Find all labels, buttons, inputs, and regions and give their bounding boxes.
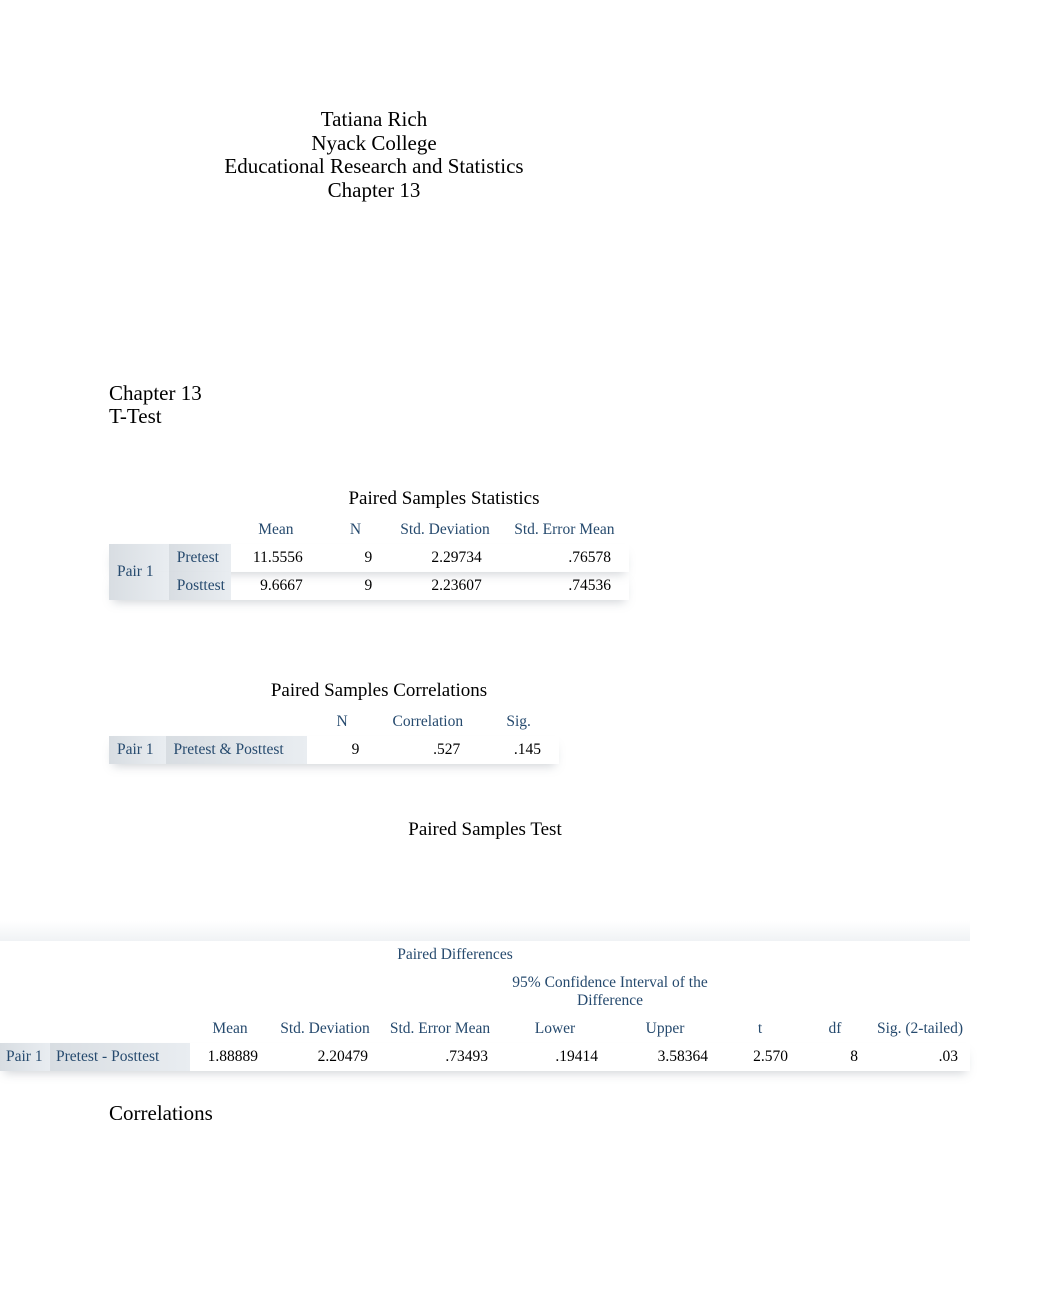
- col-header-sig2t: Sig. (2-tailed): [870, 1015, 970, 1043]
- table-row: Pair 1 Pretest - Posttest 1.88889 2.2047…: [0, 1043, 970, 1071]
- col-header-sem: Std. Error Mean: [500, 516, 629, 544]
- cell-mean: 9.6667: [231, 572, 321, 600]
- cell-df: 8: [800, 1043, 870, 1071]
- paired-samples-test-table: Paired Samples Test Paired Differences: [0, 819, 970, 1071]
- col-header-sig: Sig.: [478, 708, 559, 736]
- col-header-mean: Mean: [190, 1015, 270, 1043]
- group-header-paired-diff: Paired Differences: [190, 941, 720, 969]
- group-header-ci: 95% Confidence Interval of the Differenc…: [500, 969, 720, 1015]
- cell-sem: .76578: [500, 544, 629, 572]
- document-header: Tatiana Rich Nyack College Educational R…: [109, 108, 639, 202]
- row-label: Posttest: [169, 572, 231, 600]
- spacer-row: [0, 921, 970, 941]
- cell-sd: 2.20479: [270, 1043, 380, 1071]
- col-header-n: N: [307, 708, 378, 736]
- col-header-lower: Lower: [500, 1015, 610, 1043]
- table-header-row: Mean N Std. Deviation Std. Error Mean: [109, 516, 629, 544]
- col-header-sem: Std. Error Mean: [380, 1015, 500, 1043]
- section-heading: Chapter 13 T-Test: [109, 382, 1062, 428]
- cell-n: 9: [307, 736, 378, 764]
- cell-upper: 3.58364: [610, 1043, 720, 1071]
- cell-sig: .03: [870, 1043, 970, 1071]
- col-header-t: t: [720, 1015, 800, 1043]
- table-header-row: N Correlation Sig.: [109, 708, 559, 736]
- cell-t: 2.570: [720, 1043, 800, 1071]
- table-row: Pair 1 Pretest & Posttest 9 .527 .145: [109, 736, 559, 764]
- table-header-ci-row: 95% Confidence Interval of the Differenc…: [0, 969, 970, 1015]
- correlations-heading: Correlations: [109, 1101, 1062, 1126]
- cell-sd: 2.29734: [390, 544, 500, 572]
- table-row: Pair 1 Pretest 11.5556 9 2.29734 .76578: [109, 544, 629, 572]
- cell-mean: 1.88889: [190, 1043, 270, 1071]
- cell-n: 9: [321, 544, 391, 572]
- col-header-mean: Mean: [231, 516, 321, 544]
- cell-lower: .19414: [500, 1043, 610, 1071]
- table-header-row: Mean Std. Deviation Std. Error Mean Lowe…: [0, 1015, 970, 1043]
- cell-sem: .74536: [500, 572, 629, 600]
- col-header-n: N: [321, 516, 391, 544]
- institution-name: Nyack College: [109, 132, 639, 156]
- chapter-title: Chapter 13: [109, 179, 639, 203]
- table-title: Paired Samples Statistics: [259, 488, 629, 510]
- test-type-line: T-Test: [109, 405, 1062, 428]
- col-header-sd: Std. Deviation: [270, 1015, 380, 1043]
- cell-sem: .73493: [380, 1043, 500, 1071]
- cell-correlation: .527: [377, 736, 478, 764]
- course-name: Educational Research and Statistics: [109, 155, 639, 179]
- row-label: Pretest - Posttest: [50, 1043, 190, 1071]
- table-header-group-row: Paired Differences: [0, 941, 970, 969]
- table-title: Paired Samples Test: [0, 819, 970, 841]
- stub-group-label: Pair 1: [109, 736, 166, 764]
- table-row: Posttest 9.6667 9 2.23607 .74536: [109, 572, 629, 600]
- col-header-correlation: Correlation: [377, 708, 478, 736]
- cell-mean: 11.5556: [231, 544, 321, 572]
- col-header-sd: Std. Deviation: [390, 516, 500, 544]
- paired-samples-statistics-table: Paired Samples Statistics Mean N Std. De…: [109, 488, 629, 600]
- table-title: Paired Samples Correlations: [199, 680, 559, 702]
- chapter-line: Chapter 13: [109, 382, 1062, 405]
- cell-sd: 2.23607: [390, 572, 500, 600]
- author-name: Tatiana Rich: [109, 108, 639, 132]
- row-label: Pretest & Posttest: [166, 736, 307, 764]
- paired-samples-correlations-table: Paired Samples Correlations N Correlatio…: [109, 680, 559, 764]
- col-header-df: df: [800, 1015, 870, 1043]
- cell-n: 9: [321, 572, 391, 600]
- stub-group-label: Pair 1: [0, 1043, 50, 1071]
- stub-group-label: Pair 1: [109, 544, 169, 600]
- row-label: Pretest: [169, 544, 231, 572]
- col-header-upper: Upper: [610, 1015, 720, 1043]
- cell-sig: .145: [478, 736, 559, 764]
